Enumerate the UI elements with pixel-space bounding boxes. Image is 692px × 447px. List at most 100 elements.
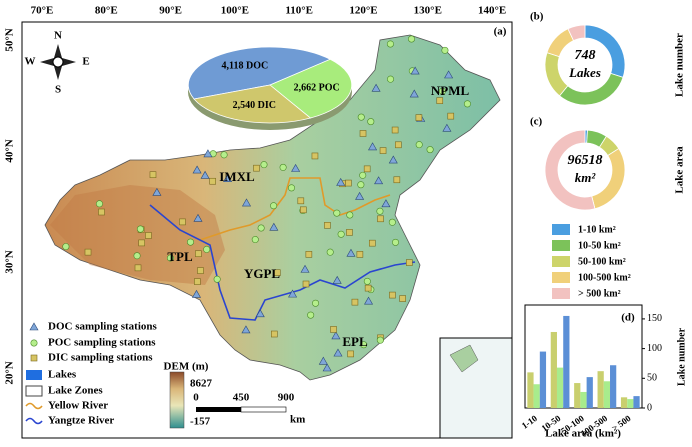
legend-swatch xyxy=(552,272,570,283)
scale-unit: km xyxy=(290,414,305,426)
poc-station xyxy=(333,209,341,217)
doc-station xyxy=(318,356,328,365)
legend-label: DIC sampling stations xyxy=(48,352,153,364)
bar xyxy=(627,399,634,408)
legend-label: Yellow River xyxy=(48,400,108,412)
zone-label: IMXL xyxy=(219,169,255,184)
compass-label: W xyxy=(25,56,36,68)
plateau xyxy=(50,185,225,285)
bar xyxy=(574,383,581,408)
wedge xyxy=(544,52,569,97)
poc-station xyxy=(388,218,396,226)
doc-station xyxy=(300,264,310,273)
dic-station xyxy=(379,147,387,154)
dic-station xyxy=(399,295,406,302)
poc-station xyxy=(62,243,70,251)
doc-station xyxy=(409,89,419,98)
lat-label: 30°N xyxy=(4,250,16,273)
dic-station xyxy=(179,218,186,226)
legend-label: POC sampling stations xyxy=(48,337,156,349)
poc-station xyxy=(392,238,400,246)
poc-station xyxy=(337,230,345,238)
dic-station xyxy=(305,251,313,258)
poc-station xyxy=(386,40,394,48)
compass-label: N xyxy=(54,30,62,42)
legend-label: Lake Zones xyxy=(48,385,103,397)
doc-station xyxy=(193,213,203,222)
dic-station xyxy=(393,176,401,184)
dic-station xyxy=(98,208,105,216)
poc-station xyxy=(357,113,365,121)
bar xyxy=(556,367,564,408)
poc-station xyxy=(376,207,384,215)
zone-label: NPML xyxy=(431,83,470,98)
doc-station xyxy=(203,149,213,158)
zone-label: EPL xyxy=(342,334,368,349)
doc-station xyxy=(332,275,342,284)
dic-station xyxy=(330,326,337,333)
stations xyxy=(29,35,471,372)
x-tick-label: 1-10 xyxy=(520,413,540,431)
doc-station xyxy=(200,170,210,179)
lon-label: 70°E xyxy=(31,5,54,17)
yellow-swatch xyxy=(25,402,43,410)
lat-label: 20°N xyxy=(4,361,16,384)
poc-station xyxy=(260,161,268,169)
bar xyxy=(550,331,557,408)
dic-station xyxy=(197,267,204,274)
bar xyxy=(563,315,570,408)
pie-label: 2,662 POC xyxy=(294,83,340,94)
poc-station xyxy=(30,339,38,347)
poc-station xyxy=(426,146,434,154)
wedge xyxy=(187,46,332,100)
legend-swatch xyxy=(552,256,570,267)
lat-label: 50°N xyxy=(4,28,16,51)
y-tick-label: 100 xyxy=(647,343,662,354)
poc-station xyxy=(213,275,221,283)
dic-station xyxy=(406,259,413,266)
lat-label: 40°N xyxy=(4,139,16,162)
bar xyxy=(533,384,540,408)
dic-station xyxy=(145,232,152,239)
dic-station xyxy=(30,354,38,362)
dic-station xyxy=(356,251,364,258)
poc-station xyxy=(133,252,141,260)
donut-total: 96518 xyxy=(568,153,603,168)
poc-station xyxy=(288,184,296,192)
legend-label: Lakes xyxy=(48,369,77,381)
poc-station xyxy=(136,225,144,233)
dem-colorbar xyxy=(169,371,185,429)
y-tick-label: 150 xyxy=(647,313,662,324)
legend-swatch xyxy=(552,288,570,299)
donut-title: Lake number xyxy=(674,33,686,97)
dic-station xyxy=(297,197,305,205)
lon-label: 140°E xyxy=(478,5,506,17)
bar xyxy=(580,391,587,408)
doc-station xyxy=(223,174,233,182)
scale-tick: 900 xyxy=(278,392,295,404)
lon-label: 90°E xyxy=(159,5,182,17)
doc-station xyxy=(364,296,374,305)
poc-station xyxy=(441,46,449,54)
doc-station xyxy=(241,198,252,207)
poc-station xyxy=(166,254,174,262)
doc-station xyxy=(336,177,346,186)
wedge xyxy=(544,129,596,211)
dic-station xyxy=(270,330,278,338)
poc-station xyxy=(360,341,368,349)
poc-station xyxy=(363,277,371,285)
lon-label: 80°E xyxy=(95,5,118,17)
doc-station xyxy=(322,363,332,372)
doc-station xyxy=(241,325,251,334)
doc-station xyxy=(368,142,378,151)
bar xyxy=(620,397,628,408)
doc-station xyxy=(291,163,301,172)
bar xyxy=(586,377,593,408)
poc-station xyxy=(312,299,320,307)
dic-station xyxy=(346,229,353,236)
yangtze-river xyxy=(149,204,416,321)
x-axis-title: Lake area (km²) xyxy=(545,428,621,440)
poc-station xyxy=(326,248,334,256)
doc-station xyxy=(444,70,454,79)
scale-bar xyxy=(196,407,241,412)
